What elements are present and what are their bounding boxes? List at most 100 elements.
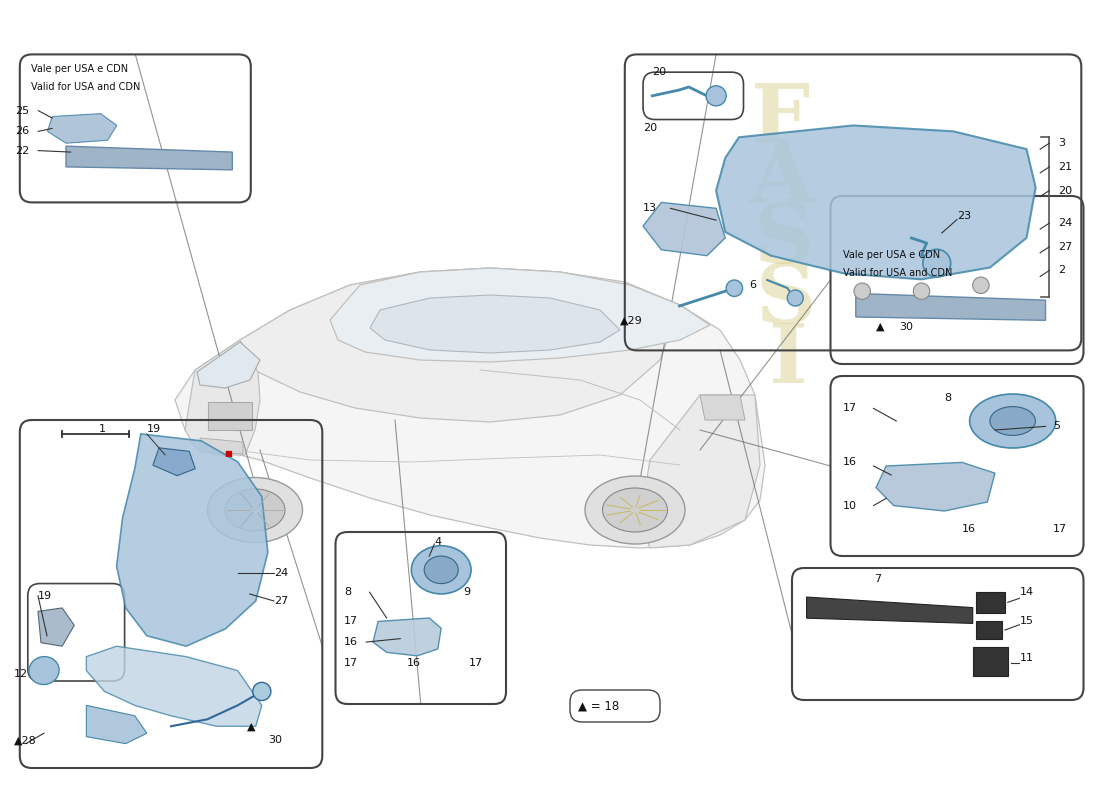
Text: I: I — [769, 320, 807, 400]
Text: 17: 17 — [344, 658, 359, 668]
Text: 22: 22 — [15, 146, 30, 155]
Polygon shape — [716, 126, 1036, 279]
Circle shape — [854, 283, 870, 299]
Polygon shape — [185, 340, 260, 455]
Text: S: S — [754, 200, 814, 280]
Text: 24: 24 — [1058, 218, 1072, 228]
Text: ▲ = 18: ▲ = 18 — [578, 699, 619, 713]
Polygon shape — [640, 395, 760, 548]
Text: 17: 17 — [344, 617, 359, 626]
Polygon shape — [700, 395, 745, 420]
Polygon shape — [644, 202, 725, 256]
Text: 16: 16 — [843, 458, 857, 467]
Polygon shape — [370, 295, 620, 353]
Text: S: S — [756, 260, 816, 340]
Ellipse shape — [603, 488, 668, 532]
Ellipse shape — [208, 478, 302, 542]
Polygon shape — [200, 438, 243, 454]
Text: 27: 27 — [274, 596, 288, 606]
Text: 16: 16 — [344, 637, 358, 647]
Text: ▲29: ▲29 — [620, 316, 644, 326]
Ellipse shape — [990, 406, 1035, 435]
Text: F: F — [750, 80, 810, 160]
Text: 13: 13 — [644, 203, 657, 214]
Text: 19: 19 — [37, 590, 52, 601]
Text: 16: 16 — [962, 524, 976, 534]
Text: 15: 15 — [1020, 616, 1033, 626]
Text: 17: 17 — [843, 403, 857, 414]
Text: 12: 12 — [13, 669, 28, 679]
Polygon shape — [117, 434, 267, 646]
Ellipse shape — [411, 546, 471, 594]
Text: 14: 14 — [1020, 586, 1034, 597]
Text: 2: 2 — [1058, 266, 1066, 275]
Text: 27: 27 — [1058, 242, 1072, 252]
Circle shape — [788, 290, 803, 306]
Text: 5: 5 — [1053, 422, 1060, 431]
Polygon shape — [86, 706, 147, 744]
Text: 20: 20 — [1058, 186, 1072, 195]
Text: 19: 19 — [147, 424, 161, 434]
Text: 1: 1 — [99, 424, 106, 434]
Ellipse shape — [29, 657, 59, 685]
Polygon shape — [197, 342, 260, 388]
Text: 30: 30 — [899, 322, 913, 332]
Text: 11: 11 — [1020, 653, 1033, 662]
Polygon shape — [47, 114, 117, 143]
Circle shape — [913, 283, 930, 299]
Text: Vale per USA e CDN: Vale per USA e CDN — [843, 250, 940, 260]
Text: 24: 24 — [274, 568, 288, 578]
Ellipse shape — [425, 556, 459, 584]
Text: 10: 10 — [843, 501, 857, 510]
Polygon shape — [876, 462, 996, 511]
Polygon shape — [37, 608, 75, 646]
Text: A: A — [749, 140, 814, 220]
Text: ▲: ▲ — [876, 322, 884, 332]
Text: ▲: ▲ — [246, 722, 255, 731]
Polygon shape — [856, 294, 1045, 320]
Text: 7: 7 — [873, 574, 881, 583]
Ellipse shape — [970, 394, 1056, 448]
Bar — [976, 592, 1004, 613]
Polygon shape — [235, 268, 680, 422]
Text: 8: 8 — [944, 393, 952, 402]
Polygon shape — [66, 146, 232, 170]
Polygon shape — [153, 448, 196, 476]
Polygon shape — [373, 618, 441, 656]
Text: 20: 20 — [644, 123, 657, 134]
Text: a passion for cars since 1965: a passion for cars since 1965 — [406, 489, 694, 531]
Ellipse shape — [585, 476, 685, 544]
Text: Valid for USA and CDN: Valid for USA and CDN — [31, 82, 141, 92]
Polygon shape — [806, 597, 972, 623]
Text: 25: 25 — [15, 106, 30, 116]
Text: 4: 4 — [434, 538, 441, 547]
Text: 21: 21 — [1058, 162, 1072, 172]
Polygon shape — [86, 646, 262, 726]
Text: 17: 17 — [1053, 524, 1067, 534]
Polygon shape — [330, 268, 710, 362]
Polygon shape — [208, 402, 252, 430]
Text: 20: 20 — [652, 67, 667, 77]
Circle shape — [726, 280, 742, 297]
Text: ▲28: ▲28 — [13, 735, 36, 745]
Text: 9: 9 — [463, 587, 471, 597]
Text: 23: 23 — [957, 211, 971, 221]
Text: Valid for USA and CDN: Valid for USA and CDN — [843, 268, 953, 278]
Circle shape — [972, 277, 989, 294]
Circle shape — [923, 250, 950, 277]
Bar — [976, 621, 1002, 639]
Text: 17: 17 — [469, 658, 483, 668]
Text: 26: 26 — [15, 126, 30, 136]
Circle shape — [706, 86, 726, 106]
Bar — [972, 647, 1008, 676]
Text: Vale per USA e CDN: Vale per USA e CDN — [31, 64, 129, 74]
Text: 3: 3 — [1058, 138, 1066, 148]
Text: ■: ■ — [224, 449, 232, 458]
Text: 8: 8 — [344, 587, 351, 597]
Text: 30: 30 — [267, 735, 282, 745]
Circle shape — [253, 682, 271, 701]
Ellipse shape — [226, 489, 285, 531]
Text: 16: 16 — [407, 658, 421, 668]
Text: 6: 6 — [749, 280, 757, 290]
Polygon shape — [175, 268, 764, 548]
